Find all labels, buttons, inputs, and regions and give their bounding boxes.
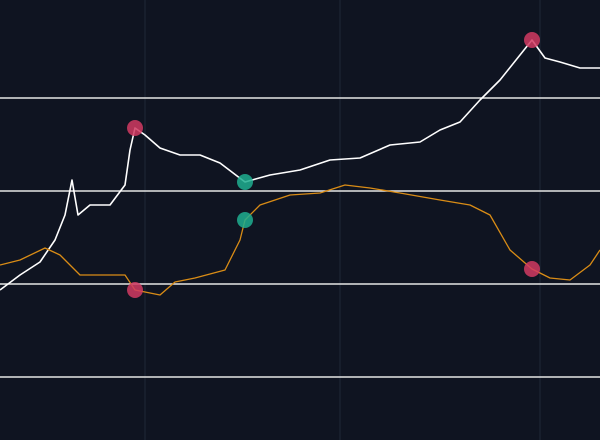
- signal-marker: [524, 32, 540, 48]
- signal-marker: [127, 282, 143, 298]
- signal-marker: [237, 174, 253, 190]
- signal-marker: [524, 261, 540, 277]
- signal-marker: [237, 212, 253, 228]
- series-line: [0, 39, 600, 291]
- series-line: [0, 184, 600, 296]
- signal-marker: [127, 120, 143, 136]
